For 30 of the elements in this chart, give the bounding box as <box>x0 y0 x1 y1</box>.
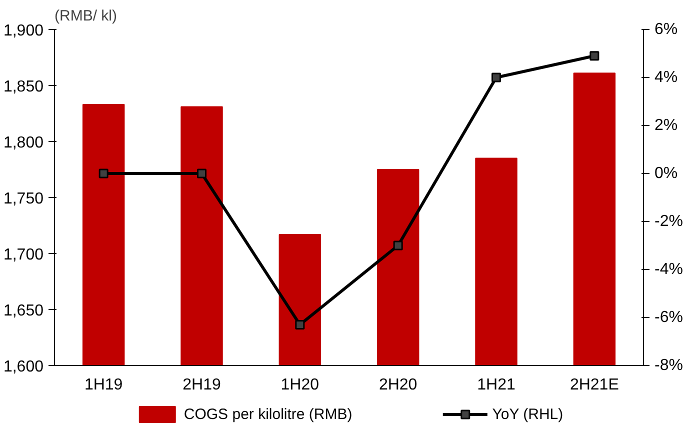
x-tick-label: 2H20 <box>378 376 418 394</box>
y-tick-label: 1,650 <box>3 302 44 320</box>
x-tick-label: 1H20 <box>280 376 320 394</box>
point <box>197 168 206 178</box>
point <box>492 72 501 82</box>
x-tick-label: 2H21E <box>570 376 619 394</box>
y-axis-title: (RMB/ kl) <box>54 8 117 24</box>
point <box>98 168 108 178</box>
y2-tick-label: 4% <box>654 69 678 86</box>
legend-label: COGS per kilolitre (RMB) <box>184 406 352 422</box>
y2-tick-label: -4% <box>654 261 683 278</box>
x-tick-label: 1H19 <box>84 376 123 394</box>
point <box>295 320 305 330</box>
point <box>393 240 403 250</box>
y-tick-label: 1,900 <box>3 22 44 40</box>
legend-label: YoY (RHL) <box>492 406 564 422</box>
y2-tick-label: 6% <box>654 21 678 38</box>
y-tick-label: 1,600 <box>3 358 44 376</box>
x-tick-label: 1H21 <box>477 376 516 394</box>
y2-tick-label: 0% <box>654 165 678 182</box>
y2-tick-label: -6% <box>654 309 683 326</box>
y2-tick-label: -2% <box>654 213 683 230</box>
y-tick-label: 1,750 <box>3 190 44 208</box>
y2-tick-label: -8% <box>654 357 683 374</box>
y-tick-label: 1,850 <box>3 78 44 96</box>
point <box>590 51 600 61</box>
x-tick-label: 2H19 <box>182 376 221 394</box>
y-tick-label: 1,700 <box>3 246 44 264</box>
y2-tick-label: 2% <box>654 117 678 134</box>
y-tick-label: 1,800 <box>3 134 44 152</box>
